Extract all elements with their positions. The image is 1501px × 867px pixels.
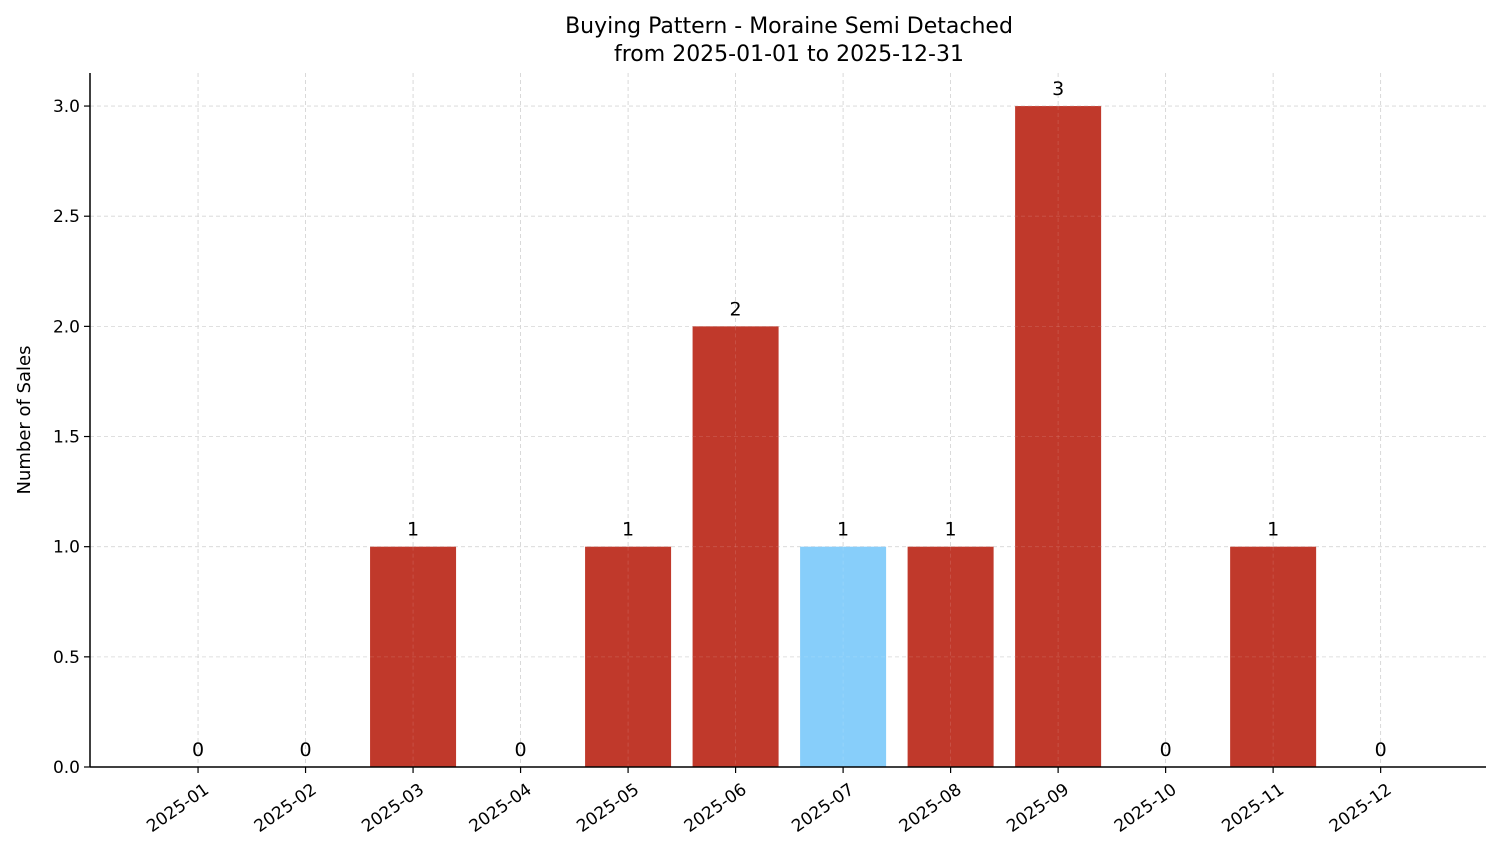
- x-tick-label: 2025-05: [573, 780, 643, 837]
- x-tick-label: 2025-08: [896, 780, 966, 837]
- x-tick-label: 2025-06: [681, 780, 751, 837]
- bar-value-label: 1: [407, 519, 419, 541]
- bar-value-label: 0: [1375, 739, 1387, 761]
- bar-2025-11: [1230, 546, 1317, 767]
- x-tick-label: 2025-01: [143, 780, 213, 837]
- bar-value-label: 0: [300, 739, 312, 761]
- bar-value-label: 3: [1052, 78, 1064, 100]
- bar-value-label: 1: [1267, 519, 1279, 541]
- bar-2025-05: [585, 546, 672, 767]
- chart-title: Buying Pattern - Moraine Semi Detached: [565, 14, 1013, 39]
- y-tick-label: 1.5: [53, 428, 80, 448]
- bar-2025-06: [692, 326, 779, 767]
- y-tick-label: 0.0: [53, 758, 80, 778]
- x-tick-label: 2025-10: [1111, 780, 1181, 837]
- y-axis-label: Number of Sales: [14, 345, 35, 494]
- x-tick-label: 2025-12: [1326, 780, 1396, 837]
- y-tick-label: 3.0: [53, 97, 80, 117]
- bar-value-label: 2: [730, 298, 742, 320]
- x-tick-label: 2025-04: [466, 780, 536, 837]
- x-tick-label: 2025-11: [1218, 780, 1288, 837]
- y-tick-label: 0.5: [53, 648, 80, 668]
- bar-value-label: 1: [945, 519, 957, 541]
- x-tick-label: 2025-02: [251, 780, 321, 837]
- x-tick-label: 2025-07: [788, 780, 858, 837]
- bar-value-label: 0: [1160, 739, 1172, 761]
- bar-2025-09: [1015, 106, 1102, 768]
- x-tick-label: 2025-09: [1003, 780, 1073, 837]
- bar-2025-03: [370, 546, 457, 767]
- chart-subtitle: from 2025-01-01 to 2025-12-31: [614, 42, 964, 67]
- y-tick-label: 2.0: [53, 317, 80, 337]
- bar-value-label: 0: [515, 739, 527, 761]
- y-tick-label: 1.0: [53, 538, 80, 558]
- bar-2025-07: [800, 546, 887, 767]
- y-tick-label: 2.5: [53, 207, 80, 227]
- bar-value-label: 1: [622, 519, 634, 541]
- bar-value-label: 0: [192, 739, 204, 761]
- bar-value-label: 1: [837, 519, 849, 541]
- x-tick-label: 2025-03: [358, 780, 428, 837]
- bar-2025-08: [907, 546, 994, 767]
